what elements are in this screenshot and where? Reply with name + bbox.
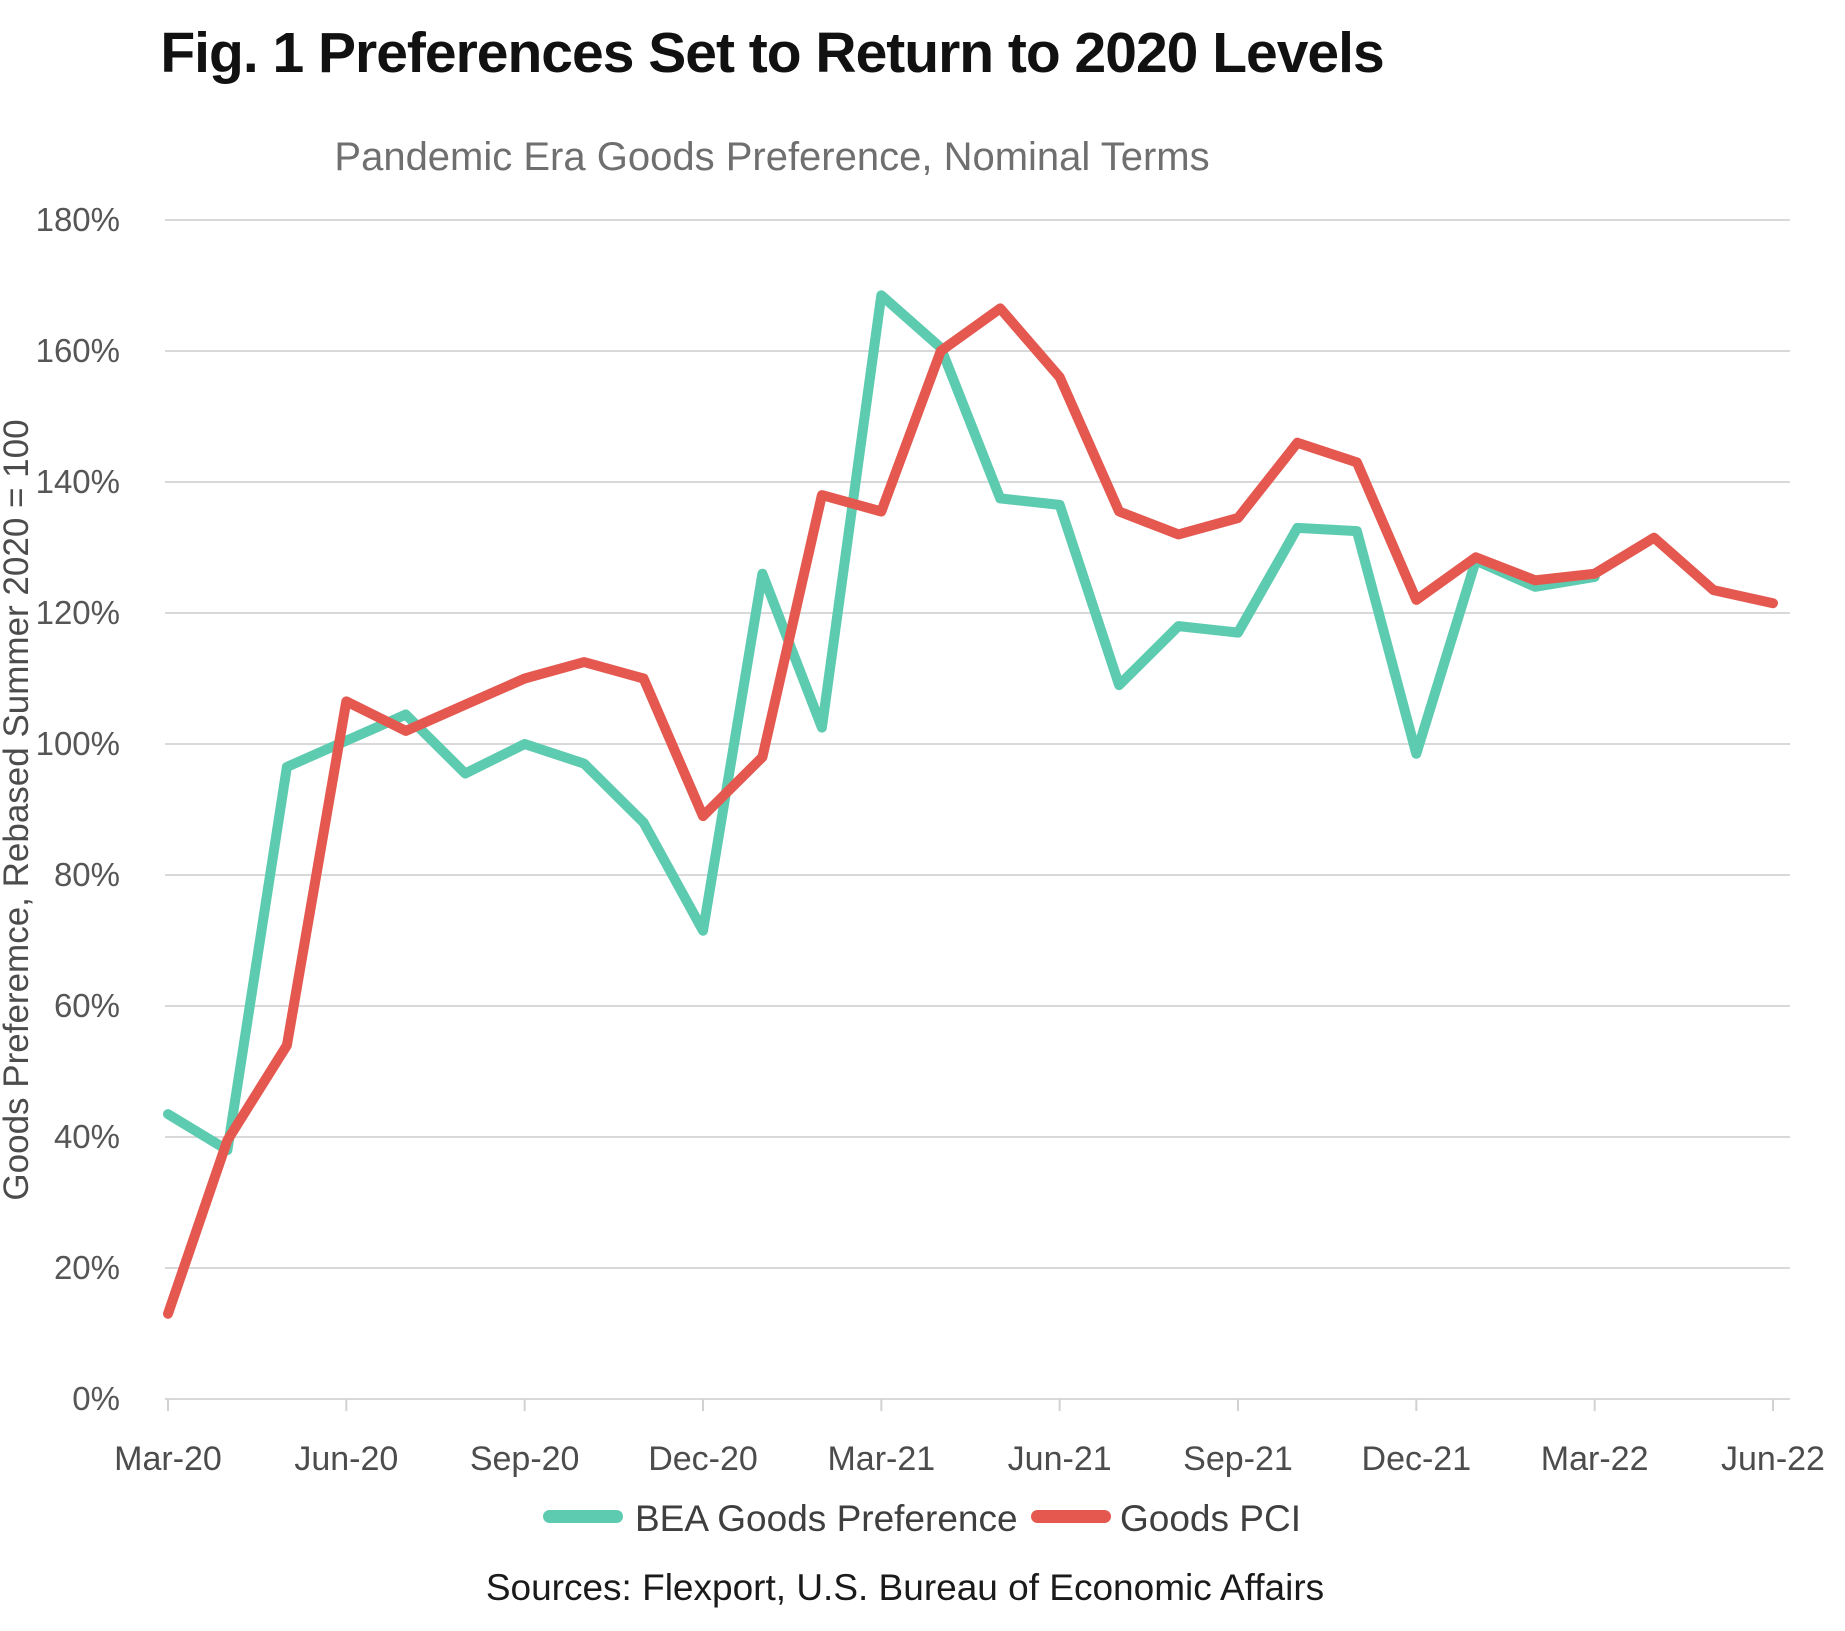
- x-tick-label: Sep-21: [1183, 1440, 1293, 1478]
- x-axis-group: Mar-20 Jun-20 Sep-20 Dec-20 Mar-21 Jun-21 Sep-…: [114, 1399, 1825, 1478]
- y-axis-title: Goods Preferemce, Rebased Summer 2020 = …: [0, 419, 36, 1200]
- x-tick-label: Mar-20: [114, 1440, 222, 1478]
- data-series-group: [163, 290, 1778, 1319]
- x-tick-label: Jun-22: [1721, 1440, 1825, 1478]
- x-tick-label: Sep-20: [470, 1440, 580, 1478]
- x-tick-label: Dec-21: [1362, 1440, 1472, 1478]
- page-title: Fig. 1 Preferences Set to Return to 2020…: [160, 21, 1383, 85]
- legend-swatch-goods-pci: [1031, 1510, 1111, 1523]
- y-tick-label: 180%: [36, 201, 120, 238]
- y-axis-tick-labels: 0% 20% 40% 60% 80% 100% 120% 140% 160% 180%: [36, 201, 120, 1417]
- x-tick-label: Jun-21: [1008, 1440, 1112, 1478]
- legend-label-bea-goods-preference: BEA Goods Preference: [635, 1498, 1018, 1539]
- y-tick-label: 160%: [36, 332, 120, 369]
- gridlines-group: [165, 219, 1790, 1400]
- x-tick-label: Dec-20: [648, 1440, 758, 1478]
- legend: BEA Goods Preference Goods PCI: [543, 1498, 1301, 1539]
- y-tick-label: 80%: [54, 856, 120, 893]
- legend-swatch-bea-goods-preference: [543, 1510, 623, 1523]
- y-tick-label: 0%: [72, 1380, 120, 1417]
- sources-note: Sources: Flexport, U.S. Bureau of Econom…: [486, 1567, 1324, 1608]
- y-tick-label: 120%: [36, 594, 120, 631]
- y-tick-label: 20%: [54, 1249, 120, 1286]
- y-tick-label: 100%: [36, 725, 120, 762]
- legend-label-goods-pci: Goods PCI: [1120, 1498, 1301, 1539]
- x-tick-label: Mar-22: [1541, 1440, 1649, 1478]
- y-tick-label: 140%: [36, 463, 120, 500]
- chart-subtitle: Pandemic Era Goods Preference, Nominal T…: [334, 135, 1209, 179]
- bea-goods-preference-line: [163, 290, 1600, 1156]
- y-tick-label: 60%: [54, 987, 120, 1024]
- x-tick-label: Jun-20: [294, 1440, 398, 1478]
- x-tick-label: Mar-21: [827, 1440, 935, 1478]
- goods-pci-line: [163, 303, 1778, 1319]
- y-tick-label: 40%: [54, 1118, 120, 1155]
